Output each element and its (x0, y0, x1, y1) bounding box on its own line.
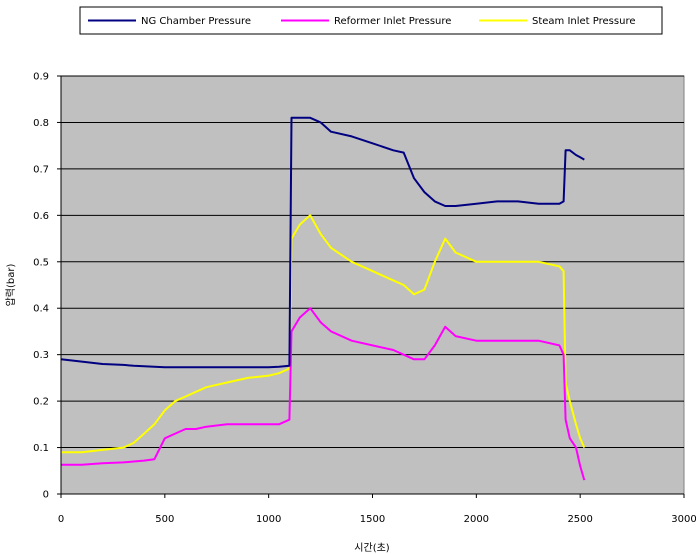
y-tick-label: 0.2 (33, 397, 49, 408)
x-tick-label: 1500 (360, 514, 385, 525)
x-ticks: 0 500 1000 1500 2000 2500 3000 (58, 494, 696, 525)
legend: NG Chamber Pressure Reformer Inlet Press… (79, 6, 663, 35)
legend-label-reformer-inlet: Reformer Inlet Pressure (334, 16, 451, 27)
series-line-ng-chamber-pressure (60, 116, 585, 369)
y-tick-label: 0.9 (33, 72, 49, 83)
series-layer (60, 116, 586, 481)
y-tick-label: 0.5 (33, 257, 49, 268)
legend-label-steam-inlet: Steam Inlet Pressure (532, 16, 636, 27)
legend-box (79, 6, 663, 35)
series-line-steam-inlet-pressure (61, 214, 586, 454)
gridlines (61, 75, 684, 449)
y-tick-label: 0.3 (33, 350, 49, 361)
y-tick-label: 0.4 (33, 304, 49, 315)
y-tick-label: 0.7 (33, 164, 49, 175)
y-tick-label: 0 (43, 490, 49, 501)
y-ticks: 0 0.1 0.2 0.3 0.4 0.5 0.6 0.7 0.8 0.9 (33, 72, 61, 501)
series-line-reformer-inlet-pressure (61, 307, 586, 481)
x-tick-label: 3000 (671, 514, 696, 525)
x-tick-label: 2500 (567, 514, 592, 525)
y-axis-title: 압력(bar) (4, 264, 17, 307)
plot-area (60, 75, 685, 495)
x-axis-title: 시간(초) (354, 542, 390, 554)
y-tick-label: 0.1 (33, 443, 49, 454)
y-tick-label: 0.8 (33, 118, 49, 129)
legend-label-ng-chamber: NG Chamber Pressure (141, 16, 251, 27)
y-tick-label: 0.6 (33, 211, 49, 222)
x-tick-label: 0 (58, 514, 64, 525)
x-tick-label: 500 (155, 514, 174, 525)
x-tick-label: 1000 (256, 514, 281, 525)
x-tick-label: 2000 (464, 514, 489, 525)
